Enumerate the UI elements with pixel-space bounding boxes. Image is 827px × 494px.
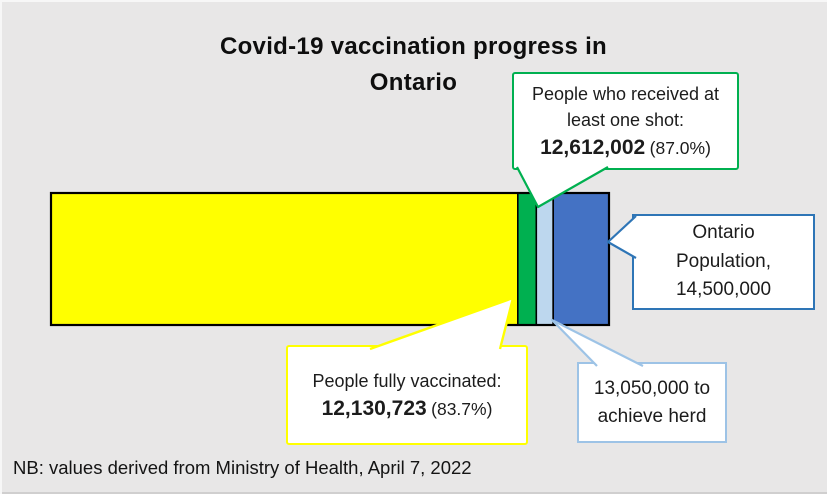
fully-vaccinated-percent: (83.7%): [431, 398, 493, 419]
bar-segment-one-shot: [516, 192, 538, 326]
source-note: NB: values derived from Ministry of Heal…: [13, 457, 472, 478]
herd-target-text: 13,050,000 to achieve herd: [593, 377, 711, 427]
bar-segment-population: [552, 192, 610, 326]
fully-vaccinated-label: People fully vaccinated:: [312, 371, 502, 392]
fully-vaccinated-value: 12,130,723: [321, 396, 427, 420]
fully-vaccinated-callout-tail: [369, 296, 515, 351]
callout-one-shot: People who received at least one shot: 1…: [512, 72, 739, 170]
ontario-population-text: Ontario Population, 14,500,000: [675, 222, 772, 301]
bar-segment-fully-vaccinated: [50, 192, 519, 326]
herd-target-callout-tail: [550, 318, 644, 367]
one-shot-value: 12,612,002: [540, 135, 646, 159]
one-shot-percent: (87.0%): [649, 137, 711, 158]
one-shot-callout-tail: [516, 166, 609, 209]
one-shot-value-line: 12,612,002 (87.0%): [540, 136, 711, 160]
bar-segment-herd-target: [535, 192, 554, 326]
bar-outline: [49, 191, 611, 327]
page-title: Covid-19 vaccination progress in Ontario: [219, 33, 608, 97]
one-shot-label: People who received at least one shot:: [531, 84, 720, 130]
callout-fully-vaccinated: People fully vaccinated: 12,130,723 (83.…: [286, 345, 528, 445]
callout-herd-target: 13,050,000 to achieve herd: [577, 362, 727, 443]
fully-vaccinated-value-line: 12,130,723 (83.7%): [322, 397, 493, 421]
callout-ontario-population: Ontario Population, 14,500,000: [632, 214, 815, 310]
